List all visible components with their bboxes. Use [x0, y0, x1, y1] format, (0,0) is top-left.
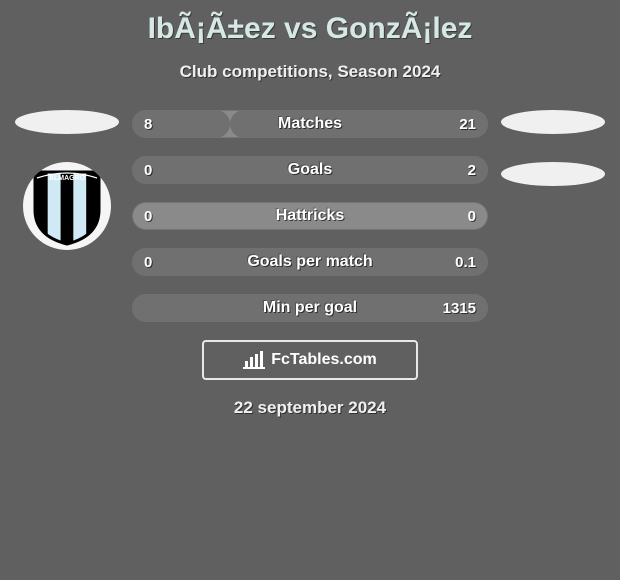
chart-bars-icon [243, 351, 265, 369]
left-player-column: ALMAGRO [8, 110, 126, 250]
stat-value-left: 0 [144, 202, 152, 230]
stat-bar-fill-right [132, 156, 488, 184]
attribution-text: FcTables.com [271, 351, 377, 369]
comparison-card: IbÃ¡Ã±ez vs GonzÃ¡lez Club competitions,… [0, 0, 620, 580]
stat-label: Hattricks [132, 202, 488, 230]
right-player-column [494, 110, 612, 214]
stat-bar-fill-right [230, 110, 488, 138]
date-text: 22 september 2024 [0, 398, 620, 418]
attribution-box: FcTables.com [202, 340, 418, 380]
almagro-shield-icon: ALMAGRO [31, 166, 103, 246]
left-player-avatar-placeholder [15, 110, 119, 134]
stat-bar: 1315Min per goal [132, 294, 488, 322]
page-title: IbÃ¡Ã±ez vs GonzÃ¡lez [0, 0, 620, 46]
stat-bars: 821Matches 02Goals 0 0Hattricks 00.1Goals pe… [132, 110, 488, 322]
stat-bar: 02Goals [132, 156, 488, 184]
stat-bar: 0 0Hattricks [132, 202, 488, 230]
left-club-crest: ALMAGRO [23, 162, 111, 250]
subtitle: Club competitions, Season 2024 [0, 62, 620, 82]
stat-bar-fill-right [132, 294, 488, 322]
right-player-avatar-placeholder [501, 110, 605, 134]
stat-bar: 00.1Goals per match [132, 248, 488, 276]
stat-bar-fill-right [132, 248, 488, 276]
chart-area: ALMAGRO 821Matches 02Goals 0 0Hattricks 00.1… [0, 110, 620, 322]
stat-bar: 821Matches [132, 110, 488, 138]
svg-text:ALMAGRO: ALMAGRO [49, 175, 86, 182]
stat-value-right: 0 [468, 202, 476, 230]
stat-bar-fill-left [132, 110, 230, 138]
right-club-placeholder [501, 162, 605, 186]
